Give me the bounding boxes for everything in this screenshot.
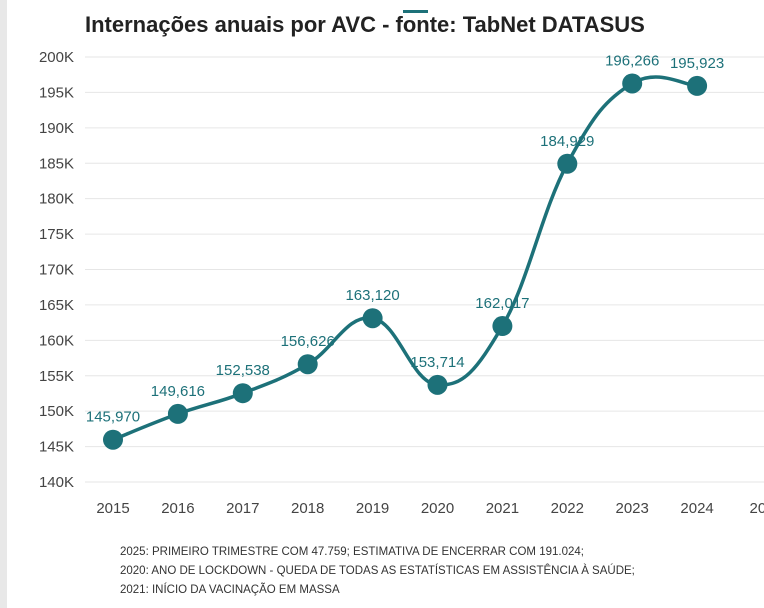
data-point	[427, 374, 448, 395]
x-tick-label: 2015	[96, 500, 129, 517]
data-label: 152,538	[216, 362, 270, 379]
data-point	[687, 75, 708, 96]
x-tick-label: 2016	[161, 500, 194, 517]
x-tick-label: 2020	[421, 500, 454, 517]
data-point	[103, 429, 123, 450]
y-tick-label: 160K	[39, 332, 74, 349]
note-2020: 2020: ANO DE LOCKDOWN - QUEDA DE TODAS A…	[120, 565, 635, 577]
y-tick-label: 155K	[39, 368, 74, 385]
data-label: 163,120	[345, 287, 399, 304]
data-label: 153,714	[410, 354, 464, 371]
x-tick-label: 2019	[356, 500, 389, 517]
data-label: 149,616	[151, 383, 205, 400]
y-tick-label: 195K	[39, 84, 74, 101]
y-tick-label: 190K	[39, 120, 74, 137]
data-point	[362, 308, 383, 329]
note-2025: 2025: PRIMEIRO TRIMESTRE COM 47.759; EST…	[120, 546, 584, 558]
legend-series-swatch	[403, 10, 428, 13]
data-point	[557, 153, 578, 174]
y-tick-label: 200K	[39, 49, 74, 66]
series-line	[112, 75, 698, 442]
x-tick-label: 2023	[616, 500, 649, 517]
data-point	[492, 316, 513, 337]
y-tick-label: 185K	[39, 155, 74, 172]
data-label: 162,017	[475, 295, 529, 312]
data-label: 196,266	[605, 52, 659, 69]
x-tick-label: 2021	[486, 500, 519, 517]
y-tick-label: 175K	[39, 226, 74, 243]
chart-title: Internações anuais por AVC - fonte: TabN…	[85, 12, 645, 37]
note-2021: 2021: INÍCIO DA VACINAÇÃO EM MASSA	[120, 584, 340, 596]
grid-lines	[85, 56, 764, 483]
y-tick-label: 150K	[39, 403, 74, 420]
y-tick-label: 180K	[39, 191, 74, 208]
y-tick-label: 140K	[39, 474, 74, 491]
data-point	[167, 403, 188, 424]
x-tick-label: 2024	[680, 500, 713, 517]
data-label: 156,626	[281, 333, 335, 350]
data-point	[622, 73, 643, 94]
data-labels: 145,970 149,616 152,538 156,626 163,120 153,7…	[86, 52, 724, 425]
data-points	[103, 73, 708, 450]
data-label: 145,970	[86, 409, 140, 426]
x-axis-ticks: 2015 2016 2017 2018 2019 2020 2021 2022 2023 2024…	[96, 500, 764, 517]
x-tick-label: 2018	[291, 500, 324, 517]
data-label: 184,929	[540, 133, 594, 150]
data-label: 195,923	[670, 55, 724, 72]
x-tick-label: 2022	[551, 500, 584, 517]
x-tick-label: 2017	[226, 500, 259, 517]
left-frame-border	[0, 0, 7, 608]
y-tick-label: 170K	[39, 262, 74, 279]
data-point	[297, 354, 318, 375]
x-tick-label: 202	[749, 500, 764, 517]
y-tick-label: 145K	[39, 439, 74, 456]
data-point	[232, 383, 253, 404]
y-tick-label: 165K	[39, 297, 74, 314]
chart-notes: 2025: PRIMEIRO TRIMESTRE COM 47.759; EST…	[120, 543, 760, 600]
y-axis-ticks: 140K 145K 150K 155K 160K 165K 170K 175K 180K 185K…	[39, 49, 74, 491]
